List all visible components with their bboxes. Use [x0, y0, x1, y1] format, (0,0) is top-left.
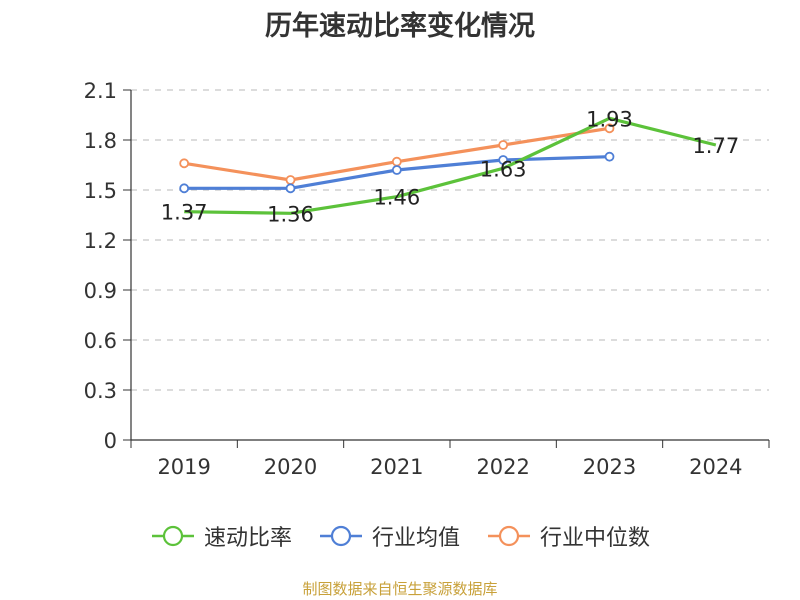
legend-swatch: [488, 525, 530, 547]
x-tick-label: 2024: [689, 455, 742, 479]
y-tick-label: 2.1: [84, 79, 117, 103]
series-point: [179, 183, 190, 194]
series-point: [498, 140, 509, 150]
legend-label: 行业中位数: [540, 526, 651, 551]
data-label: 1.46: [373, 186, 420, 210]
data-label: 1.77: [692, 134, 739, 158]
x-tick-label: 2023: [583, 455, 636, 479]
legend-item-0[interactable]: 速动比率: [150, 520, 292, 552]
series-line-0: [184, 116, 717, 215]
source-note: 制图数据来自恒生聚源数据库: [302, 580, 498, 598]
series-point: [285, 183, 296, 194]
data-labels: 1.37 1.36 1.46 1.63 1.93 1.77: [161, 107, 739, 226]
x-tick-label: 2021: [370, 455, 423, 479]
legend-label: 速动比率: [203, 526, 292, 551]
data-label: 1.93: [586, 107, 633, 131]
x-tick-label: 2022: [476, 455, 529, 479]
series-lines: [179, 116, 717, 215]
series-point: [179, 158, 190, 169]
y-tick-label: 0.3: [84, 379, 117, 403]
legend: 速动比率 行业均值 行业中位数: [0, 518, 800, 554]
series-point: [604, 123, 615, 134]
x-tick-label: 2019: [157, 455, 210, 479]
legend-item-1[interactable]: 行业均值: [318, 520, 460, 552]
series-point: [391, 165, 402, 175]
series-point: [604, 151, 615, 162]
y-tick-label: 0: [104, 429, 117, 453]
y-tick-label: 1.8: [84, 129, 117, 153]
data-label: 1.37: [161, 201, 208, 225]
data-label: 1.63: [480, 157, 527, 181]
legend-item-2[interactable]: 行业中位数: [486, 520, 650, 552]
series-point: [498, 155, 509, 165]
series-point: [391, 156, 402, 167]
x-tick-label: 2020: [264, 455, 317, 479]
chart-title: 历年速动比率变化情况: [265, 11, 535, 42]
data-label: 1.36: [267, 202, 314, 226]
legend-swatch: [151, 525, 194, 547]
y-tick-label: 1.2: [84, 229, 117, 253]
y-tick-label: 0.9: [84, 279, 117, 303]
grid-lines: [131, 89, 769, 391]
y-tick-label: 0.6: [84, 329, 117, 353]
series-point: [285, 175, 296, 185]
y-tick-label: 1.5: [84, 179, 117, 203]
axes: 0 0.3 0.6 0.9 1.2 1.5 1.8 2.1 2019 2020 2021 2022 20…: [84, 79, 770, 479]
legend-label: 行业均值: [371, 526, 460, 551]
legend-swatch: [319, 525, 362, 547]
